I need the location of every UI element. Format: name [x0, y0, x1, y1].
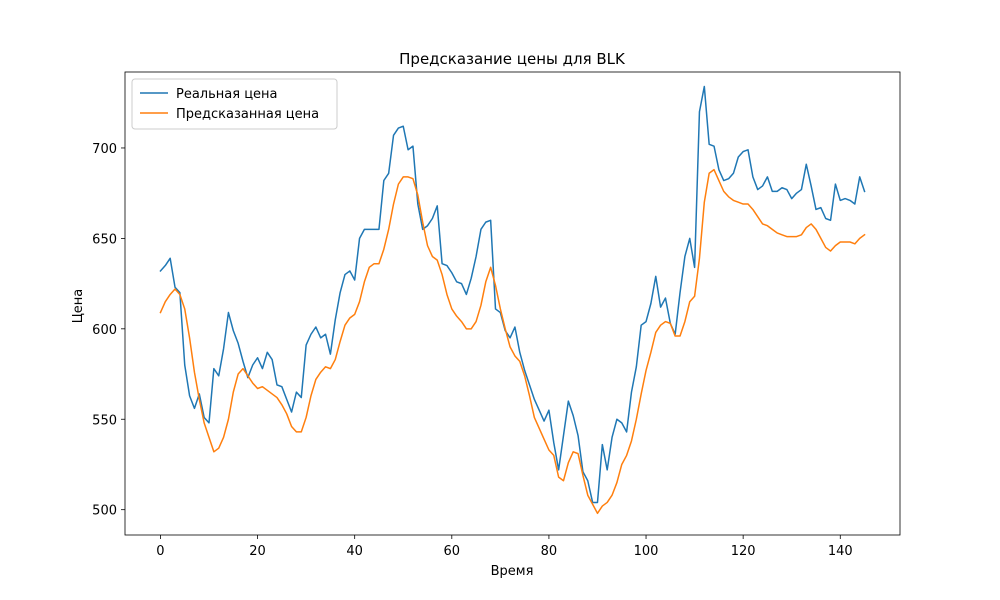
y-tick-label: 700	[92, 142, 117, 157]
y-axis-title: Цена	[71, 289, 86, 324]
y-tick-label: 550	[92, 413, 117, 428]
chart-title: Предсказание цены для BLK	[399, 50, 626, 68]
x-axis-title: Время	[491, 564, 534, 579]
legend-label-1: Реальная цена	[176, 87, 278, 102]
plot-area: 0 20 40 60 80 100 120 140 500 550 600 650 700	[92, 71, 901, 559]
x-tick-label: 20	[249, 544, 266, 559]
axes-frame	[124, 71, 901, 536]
series-line-2	[159, 168, 866, 515]
y-tick-label: 650	[92, 232, 117, 247]
legend: Реальная цена Предсказанная цена	[131, 78, 338, 130]
x-tick-label: 60	[444, 544, 461, 559]
x-tick-label: 100	[634, 544, 659, 559]
series-line-1	[159, 85, 866, 504]
y-tick-label: 500	[92, 504, 117, 519]
x-tick-label: 40	[346, 544, 363, 559]
y-tick-label: 600	[92, 323, 117, 338]
x-tick-label: 120	[731, 544, 756, 559]
x-tick-label: 80	[541, 544, 558, 559]
x-tick-label: 140	[828, 544, 853, 559]
legend-box	[131, 78, 338, 130]
x-tick-label: 0	[156, 544, 164, 559]
legend-label-2: Предсказанная цена	[176, 107, 319, 122]
